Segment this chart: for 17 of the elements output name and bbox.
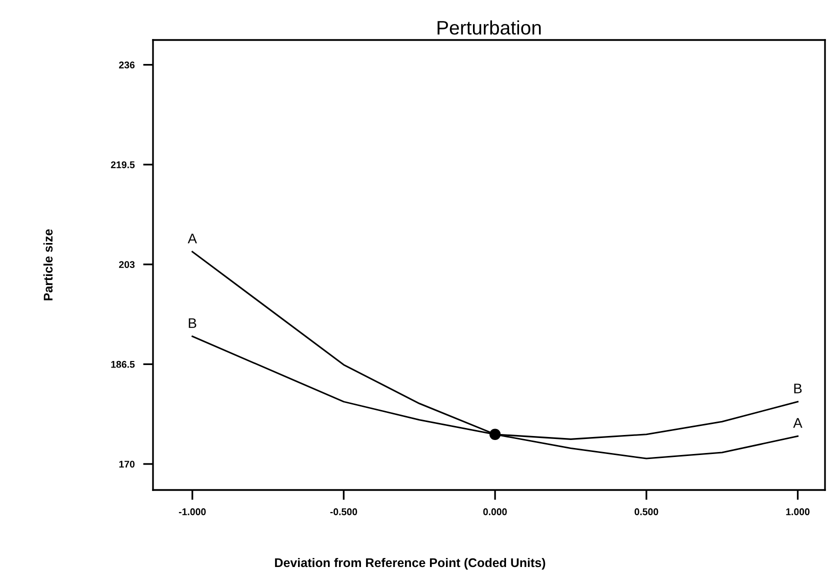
series-label: B (794, 384, 802, 394)
y-axis-title: Particle size (43, 229, 53, 300)
y-tick-label: 236 (119, 62, 135, 68)
series-label: A (793, 418, 802, 428)
x-tick-label: 1.000 (786, 508, 810, 516)
text: A (188, 234, 197, 244)
x-tick-label: -1.000 (178, 508, 206, 516)
y-tick-label: 203 (119, 261, 135, 268)
y-tick-label: 186.5 (111, 360, 135, 368)
chart-title: Perturbation (438, 20, 541, 35)
text: B (188, 318, 196, 328)
y-tick-label: 170 (119, 460, 135, 468)
x-tick-label: 0.000 (483, 508, 507, 516)
x-tick-label: 0.500 (634, 508, 658, 516)
x-tick-label: -0.500 (330, 508, 358, 516)
y-tick-label: 219.5 (110, 161, 135, 168)
x-axis-title: Deviation from Reference Point (Coded Units) (275, 558, 546, 570)
